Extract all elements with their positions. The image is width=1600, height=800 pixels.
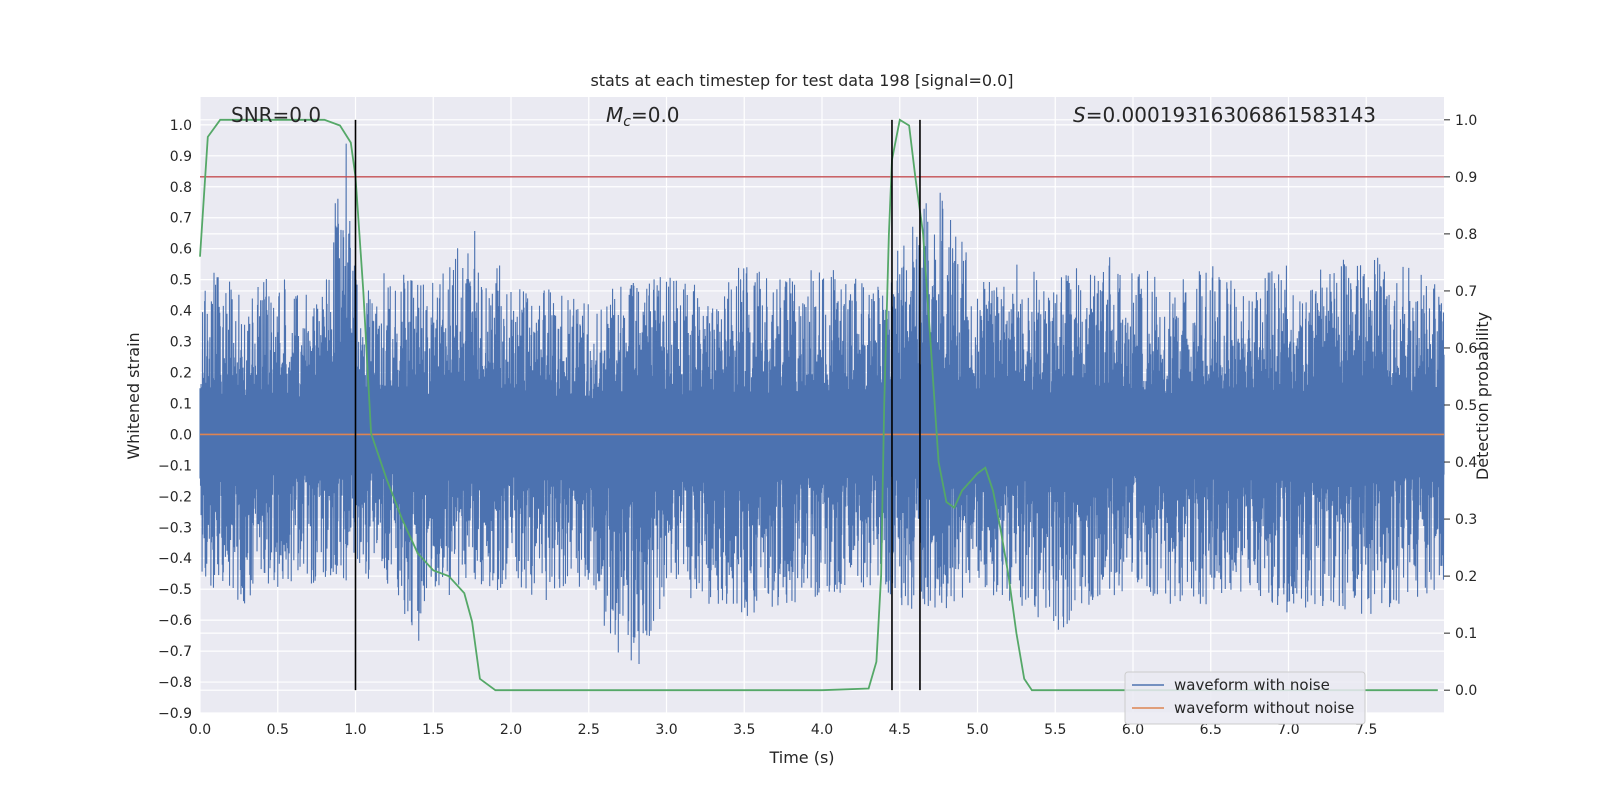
y-tick-label-left: −0.2 bbox=[158, 489, 192, 505]
chart-title: stats at each timestep for test data 198… bbox=[590, 71, 1013, 90]
y-axis-right-label: Detection probability bbox=[1473, 312, 1492, 480]
x-tick-label: 6.5 bbox=[1200, 722, 1222, 738]
y-tick-label-right: 0.1 bbox=[1455, 626, 1477, 642]
y-tick-label-left: 0.0 bbox=[170, 427, 192, 443]
y-tick-label-left: −0.8 bbox=[158, 675, 192, 691]
snr-annotation: SNR=0.0 bbox=[231, 103, 321, 127]
y-tick-label-left: −0.6 bbox=[158, 613, 192, 629]
y-tick-label-right: 0.2 bbox=[1455, 569, 1477, 585]
y-tick-label-right: 0.7 bbox=[1455, 284, 1477, 300]
y-axis-left: −0.9 −0.8 −0.7 −0.6 −0.5 −0.4 −0.3 −0.2 −0.1 0.0 0… bbox=[158, 118, 192, 722]
series-layer bbox=[199, 118, 1445, 692]
x-tick-label: 5.5 bbox=[1044, 722, 1066, 738]
y-tick-label-right: 0.0 bbox=[1455, 683, 1477, 699]
y-tick-label-left: 0.1 bbox=[170, 396, 192, 412]
x-axis: 0.0 0.5 1.0 1.5 2.0 2.5 3.0 3.5 4.0 4.5 5.0 5.5 6.0 6… bbox=[189, 722, 1378, 738]
s-variable: S bbox=[1073, 103, 1086, 127]
x-tick-label: 6.0 bbox=[1122, 722, 1144, 738]
mc-subscript: c bbox=[623, 114, 631, 130]
x-axis-label: Time (s) bbox=[768, 748, 834, 767]
x-tick-label: 0.0 bbox=[189, 722, 211, 738]
y-tick-label-left: −0.1 bbox=[158, 458, 192, 474]
legend-label-clean: waveform without noise bbox=[1174, 699, 1354, 717]
legend: waveform with noise waveform without noi… bbox=[1124, 671, 1366, 725]
y-tick-label-right: 0.6 bbox=[1455, 341, 1477, 357]
y-tick-label-left: 0.6 bbox=[170, 242, 192, 258]
legend-label-noise: waveform with noise bbox=[1174, 676, 1330, 694]
y-tick-label-right: 0.8 bbox=[1455, 227, 1477, 243]
x-tick-label: 3.5 bbox=[733, 722, 755, 738]
y-tick-label-right: 0.3 bbox=[1455, 512, 1477, 528]
y-tick-label-left: 0.4 bbox=[170, 304, 192, 320]
y-tick-label-right: 0.4 bbox=[1455, 455, 1477, 471]
mc-value: =0.0 bbox=[631, 103, 680, 127]
y-tick-label-left: 0.5 bbox=[170, 273, 192, 289]
y-tick-label-right: 1.0 bbox=[1455, 113, 1477, 129]
y-tick-label-left: 0.9 bbox=[170, 149, 192, 165]
x-tick-label: 0.5 bbox=[267, 722, 289, 738]
y-tick-label-left: −0.9 bbox=[158, 706, 192, 722]
x-tick-label: 3.0 bbox=[655, 722, 677, 738]
y-axis-left-label: Whitened strain bbox=[124, 332, 143, 459]
y-tick-label-left: 1.0 bbox=[170, 118, 192, 134]
y-tick-label-left: 0.2 bbox=[170, 365, 192, 381]
y-tick-label-right: 0.5 bbox=[1455, 398, 1477, 414]
series-detection-probability bbox=[199, 118, 1438, 692]
y-tick-label-left: −0.3 bbox=[158, 520, 192, 536]
mc-annotation: Mc=0.0 bbox=[606, 103, 680, 130]
y-tick-label-left: 0.8 bbox=[170, 180, 192, 196]
y-tick-label-left: −0.5 bbox=[158, 582, 192, 598]
mc-variable: M bbox=[606, 103, 623, 127]
y-tick-label-right: 0.9 bbox=[1455, 170, 1477, 186]
x-tick-label: 2.0 bbox=[500, 722, 522, 738]
s-value: =0.00019316306861583143 bbox=[1086, 103, 1376, 127]
legend-box bbox=[1124, 671, 1366, 725]
x-tick-label: 4.0 bbox=[811, 722, 833, 738]
y-tick-label-left: −0.4 bbox=[158, 551, 192, 567]
y-tick-label-left: 0.3 bbox=[170, 335, 192, 351]
series-waveform-with-noise bbox=[199, 143, 1445, 665]
y-tick-label-left: −0.7 bbox=[158, 644, 192, 660]
x-tick-label: 2.5 bbox=[578, 722, 600, 738]
x-tick-label: 4.5 bbox=[889, 722, 911, 738]
y-tick-label-left: 0.7 bbox=[170, 211, 192, 227]
y-axis-right: 0.0 0.1 0.2 0.3 0.4 0.5 0.6 0.7 0.8 0.9 1.0 bbox=[1444, 113, 1477, 699]
s-annotation: S=0.00019316306861583143 bbox=[1073, 103, 1376, 127]
x-tick-label: 5.0 bbox=[966, 722, 988, 738]
x-tick-label: 1.5 bbox=[422, 722, 444, 738]
x-tick-label: 1.0 bbox=[344, 722, 366, 738]
x-tick-label: 7.0 bbox=[1277, 722, 1299, 738]
x-tick-label: 7.5 bbox=[1355, 722, 1377, 738]
